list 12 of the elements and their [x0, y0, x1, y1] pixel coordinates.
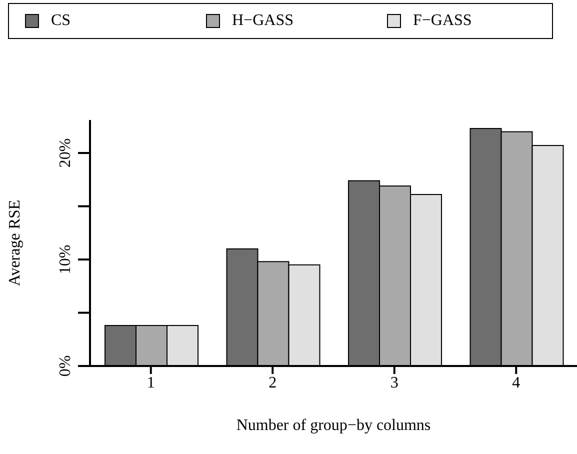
x-tick-label: 4 — [512, 374, 520, 392]
y-axis-title: Average RSE — [6, 200, 24, 286]
x-tick-label: 1 — [146, 374, 155, 392]
y-tick-label: 20% — [57, 138, 74, 168]
x-axis-title: Number of group−by columns — [236, 417, 431, 434]
legend-label: H−GASS — [232, 12, 294, 30]
y-tick-label: 10% — [57, 244, 74, 274]
legend-label: CS — [51, 12, 71, 30]
x-tick-label: 3 — [390, 374, 398, 392]
x-tick-label: 2 — [268, 374, 277, 392]
y-tick-label: 0% — [57, 355, 74, 377]
legend-label: F−GASS — [413, 12, 472, 30]
